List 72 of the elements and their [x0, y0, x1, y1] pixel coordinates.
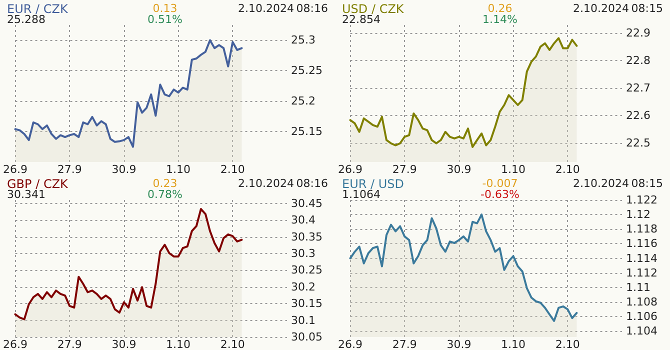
x-tick-label: 30.9	[112, 163, 136, 176]
y-tick-label: 1.104	[626, 324, 658, 338]
y-tick-label: 30.05	[291, 330, 322, 344]
y-tick-label: 1.11	[626, 280, 650, 294]
chart-title: EUR / USD	[342, 177, 404, 191]
y-tick-label: 30.45	[291, 196, 322, 210]
x-tick-label: 27.9	[392, 163, 417, 176]
chart-subtitle: 25.288	[7, 13, 46, 26]
x-tick-label: 2.10	[220, 338, 245, 350]
x-tick-label: 27.9	[392, 338, 417, 350]
annotation: 1.14%	[482, 13, 518, 26]
chart-title: GBP / CZK	[7, 177, 70, 191]
text: 2.10.2024	[573, 2, 629, 15]
chart-title: EUR / CZK	[7, 2, 69, 16]
annotation: 0.78%	[148, 188, 182, 201]
x-tick-label: 2.10	[555, 163, 580, 176]
text: -0.007	[482, 177, 518, 190]
y-tick-label: 1.12	[626, 208, 650, 222]
text: 08:15	[631, 177, 664, 190]
y-tick-label: 22.5	[626, 136, 650, 150]
y-tick-label: 1.116	[626, 237, 658, 250]
y-tick-label: 25.15	[291, 125, 322, 138]
y-tick-label: 30.25	[291, 264, 322, 277]
x-tick-label: 1.10	[501, 163, 526, 176]
y-tick-label: 22.7	[626, 82, 650, 95]
text: 2.10.2024	[238, 177, 294, 190]
annotation: -0.63%	[480, 188, 520, 201]
y-tick-label: 1.114	[626, 252, 658, 265]
text: 2.10.2024	[573, 177, 629, 190]
chart-title: USD / CZK	[342, 2, 405, 16]
y-tick-label: 1.118	[626, 222, 658, 236]
x-tick-label: 26.9	[2, 163, 28, 176]
text: 08:16	[296, 177, 328, 190]
y-tick-label: 22.9	[626, 26, 650, 40]
x-tick-label: 2.10	[555, 338, 580, 350]
x-tick-label: 1.10	[501, 338, 526, 350]
y-tick-label: 1.112	[626, 266, 658, 280]
text: 08:16	[296, 2, 328, 15]
y-tick-label: 30.15	[291, 297, 322, 310]
x-tick-label: 26.9	[338, 338, 362, 350]
y-tick-label: 1.122	[626, 194, 658, 206]
y-tick-label: 1.108	[626, 296, 658, 309]
y-tick-label: 22.6	[626, 108, 650, 122]
y-tick-label: 30.3	[291, 246, 316, 260]
y-tick-label: 1.106	[626, 310, 658, 324]
y-tick-label: 30.1	[291, 314, 316, 327]
y-tick-label: 30.4	[291, 214, 316, 227]
y-tick-label: 22.8	[626, 54, 650, 68]
x-tick-label: 2.10	[220, 163, 245, 176]
annotation: 0.51%	[148, 13, 182, 26]
x-tick-label: 27.9	[57, 163, 82, 176]
x-tick-label: 26.9	[2, 338, 28, 350]
text: 08:15	[631, 2, 664, 15]
chart-subtitle: 30.341	[7, 188, 46, 201]
x-tick-label: 26.9	[338, 163, 362, 176]
y-tick-label: 25.3	[291, 34, 316, 47]
x-tick-label: 30.9	[446, 163, 472, 176]
y-tick-label: 30.2	[291, 280, 316, 294]
text: 2.10.2024	[238, 2, 294, 15]
x-tick-label: 30.9	[446, 338, 472, 350]
y-tick-label: 30.35	[291, 230, 322, 244]
x-tick-label: 27.9	[57, 338, 82, 350]
x-tick-label: 30.9	[112, 338, 136, 350]
chart-subtitle: 1.1064	[342, 188, 380, 201]
text: 0.26	[488, 2, 512, 15]
y-tick-label: 25.2	[291, 94, 316, 108]
text: 0.23	[152, 177, 178, 190]
y-tick-label: 25.25	[291, 64, 322, 78]
text: 0.13	[152, 2, 178, 15]
chart-subtitle: 22.854	[342, 13, 380, 26]
x-tick-label: 1.10	[166, 338, 191, 350]
x-tick-label: 1.10	[166, 163, 191, 176]
